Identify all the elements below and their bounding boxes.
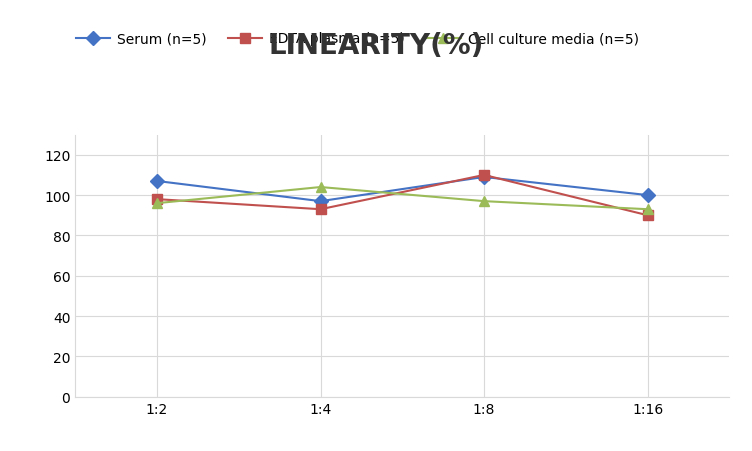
Cell culture media (n=5) bbox=[480, 199, 489, 204]
EDTA plasma (n=5) bbox=[480, 173, 489, 178]
EDTA plasma (n=5) bbox=[316, 207, 325, 212]
Serum (n=5) bbox=[316, 199, 325, 204]
Line: Serum (n=5): Serum (n=5) bbox=[152, 173, 653, 207]
Cell culture media (n=5) bbox=[153, 201, 162, 207]
Text: LINEARITY(%): LINEARITY(%) bbox=[268, 32, 484, 60]
Line: EDTA plasma (n=5): EDTA plasma (n=5) bbox=[152, 170, 653, 221]
Serum (n=5) bbox=[643, 193, 652, 198]
EDTA plasma (n=5) bbox=[153, 197, 162, 202]
Cell culture media (n=5) bbox=[316, 185, 325, 190]
EDTA plasma (n=5) bbox=[643, 213, 652, 218]
Cell culture media (n=5) bbox=[643, 207, 652, 212]
Legend: Serum (n=5), EDTA plasma (n=5), Cell culture media (n=5): Serum (n=5), EDTA plasma (n=5), Cell cul… bbox=[76, 32, 638, 46]
Serum (n=5) bbox=[480, 175, 489, 180]
Line: Cell culture media (n=5): Cell culture media (n=5) bbox=[152, 183, 653, 215]
Serum (n=5) bbox=[153, 179, 162, 184]
